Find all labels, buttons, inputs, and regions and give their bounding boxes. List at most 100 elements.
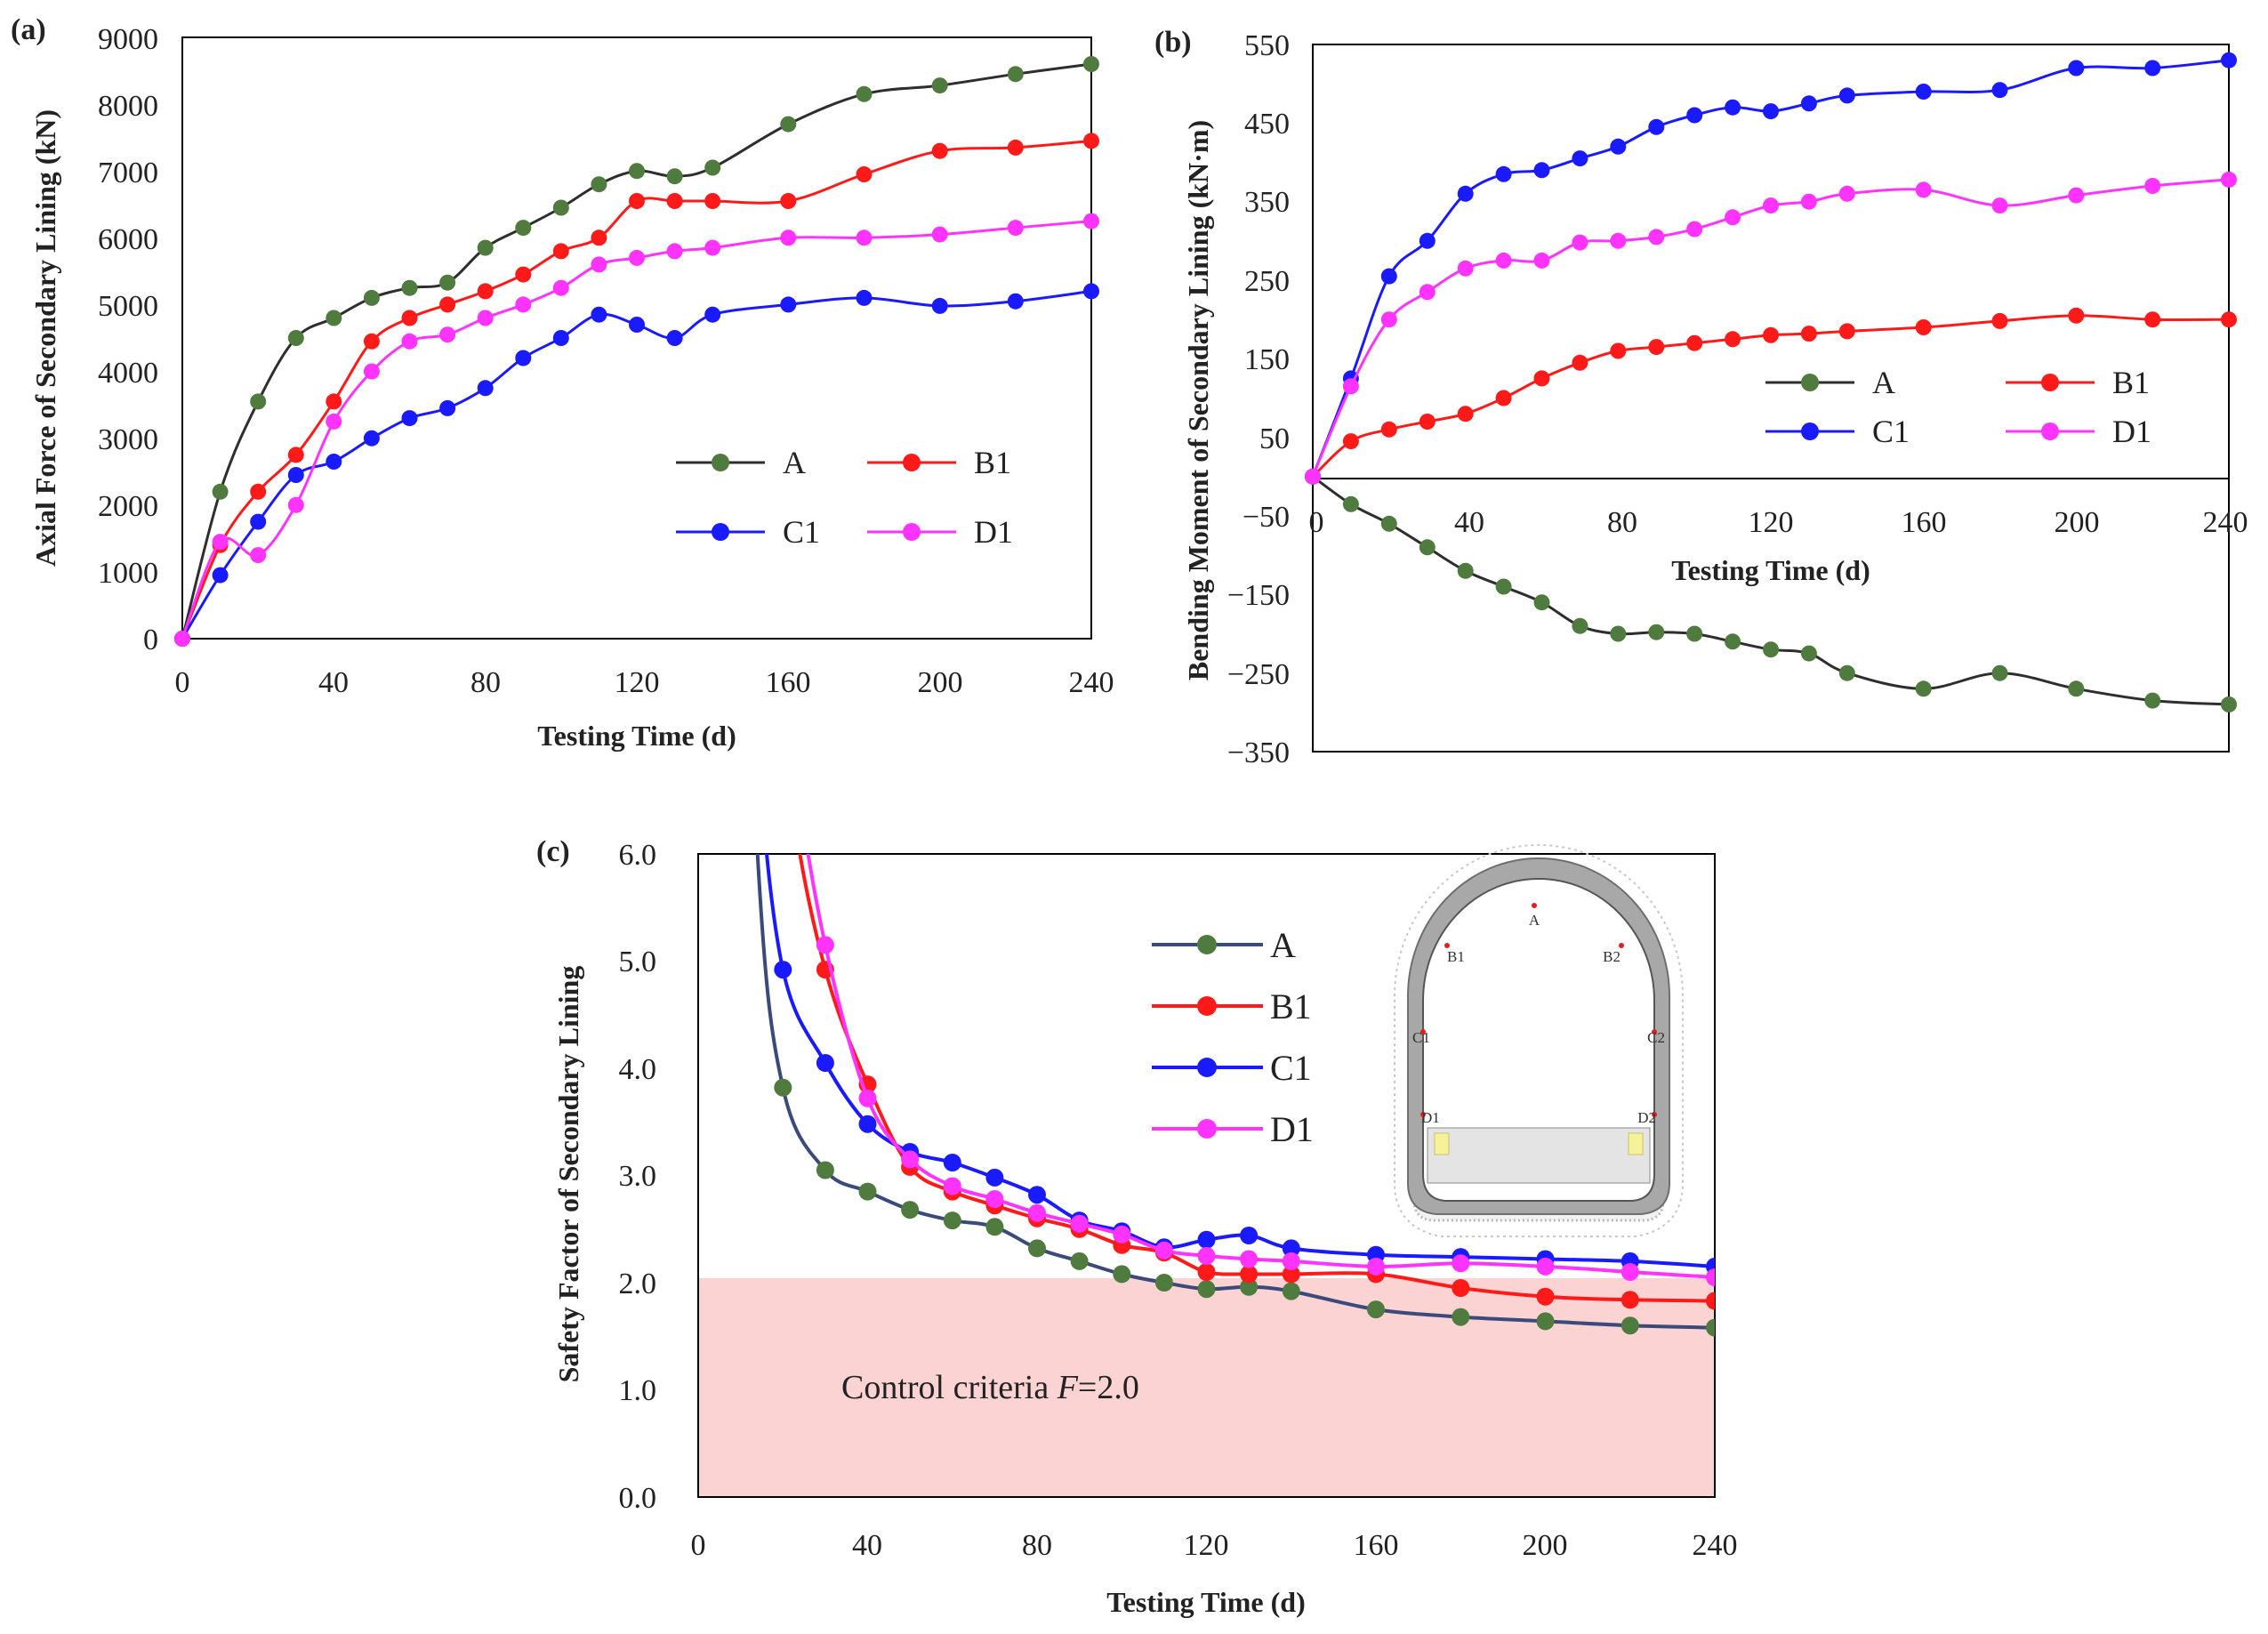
data-point-A (1342, 495, 1359, 512)
data-point-D1 (1083, 213, 1099, 229)
data-point-A (1838, 664, 1855, 681)
tunnel-drain-right (1628, 1132, 1644, 1155)
data-point-D1 (1800, 193, 1817, 210)
panel-a-legend: A B1 C1 D1 (676, 445, 1013, 550)
data-point-B1 (931, 142, 948, 159)
legend-label-C1: C1 (1872, 414, 1910, 449)
data-point-D1 (856, 229, 873, 246)
data-point-A (439, 274, 456, 291)
panel-a-y-tick: 9000 (98, 23, 158, 56)
data-point-D1 (1305, 468, 1321, 485)
panel-b-x-tick: 160 (1902, 506, 1947, 539)
series-D1 (806, 854, 1715, 1286)
data-point-A (1419, 539, 1436, 556)
data-point-A (591, 176, 607, 193)
panel-c-x-tick: 240 (1693, 1529, 1738, 1562)
data-point-A (1154, 1274, 1173, 1292)
panel-c-y-tick: 6.0 (619, 839, 657, 872)
data-point-B1 (1452, 1279, 1470, 1297)
legend-item-B1: B1 (2006, 365, 2150, 400)
legend-label-A: A (1270, 925, 1296, 965)
data-point-C1 (985, 1168, 1004, 1187)
data-point-D1 (1686, 221, 1703, 237)
inset-label-D1: D1 (1421, 1109, 1440, 1126)
data-point-D1 (1028, 1203, 1046, 1222)
tunnel-drain-left (1434, 1132, 1450, 1155)
panel-b-y-tick-labels: 550 450 350 250 150 50 −50 −150 −250 −35… (1227, 29, 1290, 769)
data-point-D1 (174, 631, 190, 647)
data-point-D1 (1533, 252, 1550, 269)
inset-label-B2: B2 (1603, 948, 1621, 965)
tunnel-secondary-lining (1422, 878, 1655, 1202)
panel-a: (a) 0 1000 2000 3000 4000 5000 6000 7000… (11, 13, 1114, 752)
legend-marker-B1 (1197, 996, 1217, 1016)
data-point-D1 (1536, 1257, 1555, 1276)
data-point-C1 (552, 330, 569, 346)
data-point-B1 (1915, 319, 1932, 335)
panel-a-y-tick: 1000 (98, 557, 158, 590)
data-point-C1 (1763, 103, 1779, 120)
panel-c-y-tick: 1.0 (619, 1374, 657, 1407)
data-point-A (1706, 1318, 1715, 1337)
data-point-A (774, 1078, 792, 1097)
legend-item-D1: D1 (2006, 414, 2151, 449)
data-point-D1 (326, 413, 342, 430)
measure-point-B1 (1444, 943, 1450, 948)
data-point-C1 (1991, 82, 2008, 99)
legend-item-B1: B1 (867, 445, 1011, 480)
data-point-D1 (1725, 209, 1741, 226)
panel-b-x-axis-title: Testing Time (d) (1671, 554, 1870, 586)
data-point-B1 (1610, 342, 1627, 359)
data-point-B1 (1240, 1265, 1259, 1284)
data-point-C1 (1495, 165, 1512, 182)
series-D1 (1305, 171, 2237, 485)
data-point-A (1457, 562, 1474, 579)
panel-a-y-tick: 2000 (98, 490, 158, 523)
data-point-A (858, 1182, 877, 1201)
series-A (174, 56, 1099, 647)
inset-label-D2: D2 (1637, 1109, 1656, 1126)
panel-c-plot-frame (697, 853, 1716, 1498)
data-point-A (363, 289, 380, 306)
data-point-B1 (2068, 307, 2085, 324)
legend-label-B1: B1 (2112, 365, 2150, 400)
legend-marker-C1 (1801, 423, 1819, 440)
data-point-C1 (326, 454, 342, 470)
measure-point-C2 (1652, 1029, 1657, 1034)
panel-b-y-tick: 250 (1244, 265, 1290, 298)
data-point-D1 (439, 326, 456, 343)
legend-marker-D1 (2041, 423, 2059, 440)
inset-label-B1: B1 (1447, 948, 1465, 965)
panel-b-x-tick: 0 (1309, 506, 1324, 539)
data-point-B1 (1572, 354, 1588, 371)
data-point-B1 (704, 193, 721, 209)
data-point-C1 (439, 399, 456, 416)
data-point-A (1991, 664, 2008, 681)
panel-a-x-tick: 160 (766, 666, 811, 699)
data-point-D1 (287, 496, 304, 513)
data-point-D1 (401, 333, 418, 350)
data-point-D1 (1495, 252, 1512, 269)
data-point-B1 (780, 193, 797, 209)
data-point-C1 (2221, 52, 2237, 68)
data-point-A (212, 483, 229, 500)
panel-a-x-tick: 40 (318, 666, 349, 699)
series-line-A (755, 854, 1715, 1330)
panel-c-x-tick: 80 (1022, 1529, 1052, 1562)
data-point-D1 (1452, 1254, 1470, 1273)
data-point-A (1240, 1277, 1259, 1296)
legend-marker-B1 (903, 454, 921, 471)
data-point-C1 (780, 296, 797, 313)
data-point-D1 (552, 279, 569, 296)
panel-b-y-tick: −150 (1227, 579, 1290, 612)
data-point-D1 (985, 1190, 1004, 1208)
data-point-B1 (326, 393, 342, 410)
inset-label-C2: C2 (1647, 1029, 1665, 1046)
panel-b-y-tick: 450 (1244, 108, 1290, 141)
data-point-C1 (1197, 1230, 1216, 1249)
data-point-D1 (1706, 1268, 1715, 1286)
data-point-A (1083, 56, 1099, 72)
data-point-B1 (1725, 331, 1741, 348)
data-point-D1 (1991, 197, 2008, 214)
panel-c: (c) Control criteria F=2.0 0.0 1.0 2.0 3… (536, 835, 1738, 1618)
